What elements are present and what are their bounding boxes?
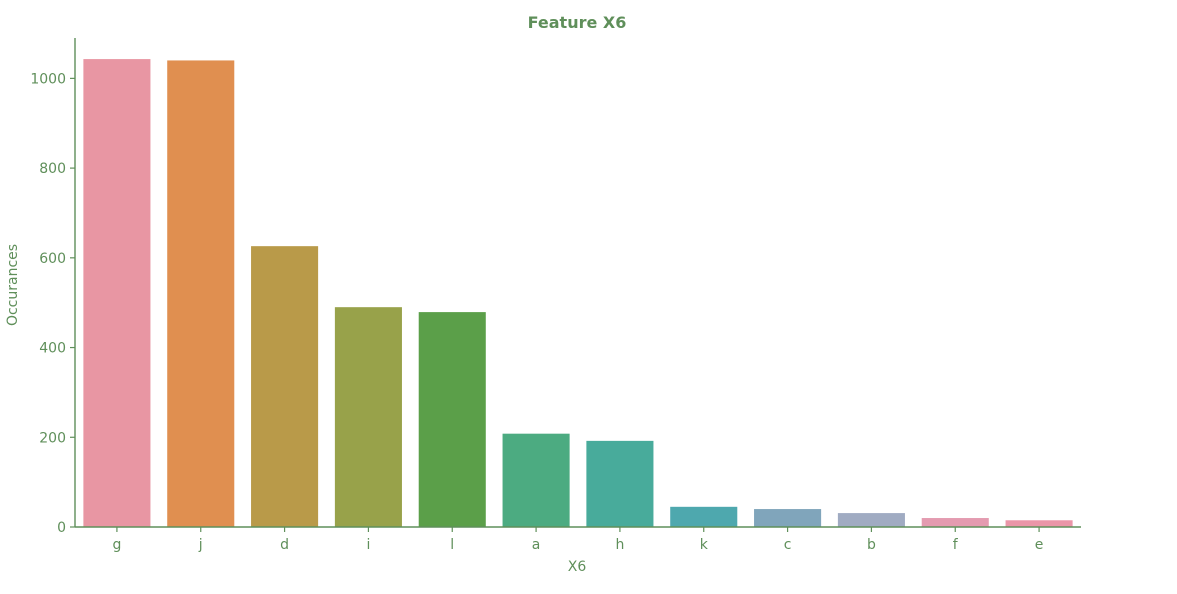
y-tick-label: 0	[57, 520, 66, 536]
x-tick-label: i	[366, 537, 370, 553]
bar-j	[167, 60, 235, 528]
y-tick-label: 400	[39, 341, 66, 357]
x-tick-label: g	[112, 537, 121, 553]
x-tick-label: a	[532, 537, 541, 553]
bar-h	[586, 440, 654, 527]
bars-group	[83, 59, 1073, 528]
y-tick-label: 800	[39, 161, 66, 177]
bar-d	[251, 246, 319, 527]
x-tick-label: k	[700, 537, 709, 553]
x-tick-label: d	[280, 537, 289, 553]
y-tick-label: 600	[39, 251, 66, 267]
bar-e	[1005, 520, 1073, 527]
x-tick-label: c	[784, 537, 792, 553]
x-tick-label: e	[1035, 537, 1044, 553]
chart-title: Feature X6	[528, 13, 627, 32]
x-tick-label: h	[615, 537, 624, 553]
bar-c	[754, 509, 822, 527]
x-tick-label: b	[867, 537, 876, 553]
x-tick-label: j	[198, 537, 203, 553]
x-axis-label: X6	[568, 559, 587, 575]
bar-g	[83, 59, 151, 527]
y-ticks-group: 0 200 400 600 800 1000	[30, 71, 75, 536]
bar-k	[670, 506, 738, 527]
y-tick-label: 1000	[30, 71, 66, 87]
x-tick-label: f	[953, 537, 959, 553]
bar-a	[502, 433, 570, 527]
bar-f	[921, 518, 989, 527]
y-tick-label: 200	[39, 430, 66, 446]
bar-i	[334, 307, 402, 527]
bar-b	[837, 513, 905, 527]
y-axis-label: Occurances	[5, 244, 21, 326]
bar-l	[418, 312, 486, 527]
x-tick-label: l	[450, 537, 454, 553]
